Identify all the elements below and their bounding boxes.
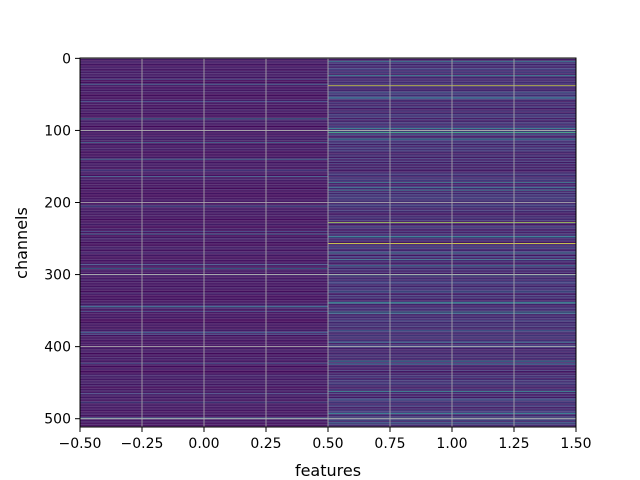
- x-tick-label: −0.25: [121, 436, 164, 452]
- x-tick-label: 0.25: [250, 436, 281, 452]
- x-tick-label: 1.25: [498, 436, 529, 452]
- x-tick-label: 0.00: [188, 436, 219, 452]
- x-tick-label: 1.00: [436, 436, 467, 452]
- y-tick-label: 300: [44, 268, 71, 284]
- x-tick-label: 0.75: [374, 436, 405, 452]
- x-tick-label: 0.50: [312, 436, 343, 452]
- y-tick-label: 400: [44, 340, 71, 356]
- y-axis-ticks: 0 100 200 300 400 500: [44, 51, 80, 428]
- y-tick-label: 200: [44, 196, 71, 212]
- y-axis-label: channels: [12, 207, 31, 279]
- x-tick-label: 1.50: [560, 436, 591, 452]
- y-tick-label: 100: [44, 123, 71, 139]
- x-axis-label: features: [295, 461, 361, 480]
- x-tick-label: −0.50: [59, 436, 102, 452]
- y-tick-label: 500: [44, 412, 71, 428]
- y-tick-label: 0: [62, 51, 71, 67]
- x-axis-ticks: −0.50 −0.25 0.00 0.25 0.50 0.75 1.00 1.25 1.50: [59, 427, 592, 452]
